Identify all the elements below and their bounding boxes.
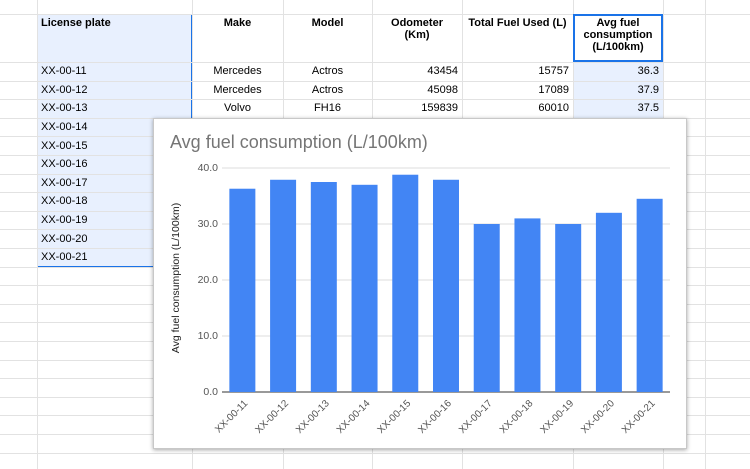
bar xyxy=(310,182,337,392)
bar xyxy=(229,188,256,392)
cell: XX-00-14 xyxy=(41,121,88,134)
cell: XX-00-21 xyxy=(41,251,88,264)
column-header: Odometer (Km) xyxy=(391,17,443,41)
col-line xyxy=(705,0,706,469)
cell: XX-00-16 xyxy=(41,158,88,171)
y-axis-title: Avg fuel consumption (L/100km) xyxy=(170,203,182,353)
y-tick-label: 0.0 xyxy=(203,386,218,398)
cell: Actros xyxy=(311,65,344,78)
cell: Volvo xyxy=(224,102,251,115)
cell: XX-00-17 xyxy=(41,176,88,189)
cell: Mercedes xyxy=(213,65,262,78)
cell: XX-00-19 xyxy=(41,214,88,227)
y-tick-label: 10.0 xyxy=(198,330,219,342)
cell: XX-00-18 xyxy=(41,195,88,208)
cell: 45098 xyxy=(427,83,458,96)
cell: 17089 xyxy=(538,83,569,96)
row-line xyxy=(0,62,750,63)
y-tick-label: 20.0 xyxy=(198,274,219,286)
bar xyxy=(392,174,419,392)
cell: XX-00-15 xyxy=(41,139,88,152)
row-line xyxy=(0,80,750,82)
chart: Avg fuel consumption (L/100km) Avg fuel … xyxy=(153,118,687,449)
cell: 37.9 xyxy=(637,83,659,96)
cell: Mercedes xyxy=(213,83,262,96)
row-line xyxy=(0,452,750,454)
bar xyxy=(595,212,622,392)
bar xyxy=(270,179,297,392)
column-header: Avg fuel consumption (L/100km) xyxy=(583,17,653,53)
bar xyxy=(473,224,500,392)
bar xyxy=(555,224,582,392)
cell: XX-00-12 xyxy=(41,83,88,96)
column-header: Total Fuel Used (L) xyxy=(468,17,567,29)
chart-title: Avg fuel consumption (L/100km) xyxy=(170,132,428,152)
cell: FH16 xyxy=(314,102,341,115)
column-header: License plate xyxy=(41,17,111,29)
cell: Actros xyxy=(311,83,344,96)
cell: XX-00-13 xyxy=(41,102,88,115)
y-tick-label: 30.0 xyxy=(198,218,219,230)
bar xyxy=(433,179,459,392)
bar xyxy=(514,218,541,392)
header-f-border xyxy=(573,14,663,62)
selected-column-f xyxy=(573,62,663,118)
bar xyxy=(636,198,663,392)
row-line xyxy=(0,14,750,15)
y-tick-label: 40.0 xyxy=(198,162,219,174)
col-line xyxy=(37,0,38,469)
cell: 15757 xyxy=(538,65,569,78)
column-header: Make xyxy=(223,17,252,29)
bar xyxy=(351,184,378,392)
cell: 36.3 xyxy=(637,65,659,78)
column-header: Model xyxy=(311,17,344,29)
cell: 159839 xyxy=(421,102,458,115)
row-line xyxy=(0,99,750,101)
cell: 43454 xyxy=(427,65,458,78)
cell: 37.5 xyxy=(637,102,659,115)
cell: XX-00-11 xyxy=(41,65,87,78)
cell: XX-00-20 xyxy=(41,232,88,245)
cell: 60010 xyxy=(538,102,569,115)
